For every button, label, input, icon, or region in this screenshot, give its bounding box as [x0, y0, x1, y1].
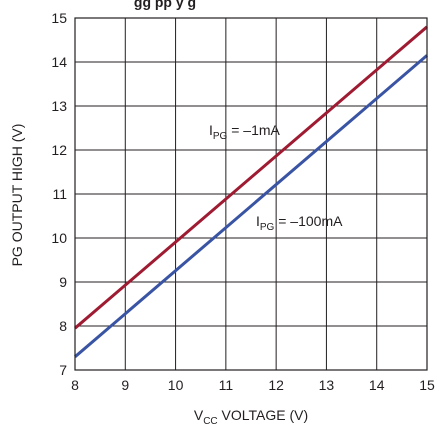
series-label-100ma-sub: PG	[260, 222, 275, 233]
y-tick-label: 9	[59, 274, 67, 290]
y-tick-labels: 7 8 9 10 11 12 13 14 15	[51, 10, 67, 378]
y-tick-label: 14	[51, 54, 67, 70]
x-axis-label: VCC VOLTAGE (V)	[194, 407, 308, 427]
series-label-100ma: IPG = –100mA	[256, 213, 343, 233]
y-tick-label: 13	[51, 98, 67, 114]
series-label-100ma-rest: = –100mA	[274, 213, 343, 229]
series-line-1	[74, 25, 428, 330]
series-label-1ma: IPG = –1mA	[209, 122, 281, 142]
series-label-1ma-sub: PG	[213, 131, 228, 142]
plot-frame	[74, 17, 428, 371]
y-tick-label: 8	[59, 318, 67, 334]
x-axis-label-main: V	[194, 407, 204, 423]
chart-title: gg pp y g	[134, 0, 196, 10]
series-label-1ma-main: I	[209, 122, 213, 138]
chart-title-group: gg pp y g	[134, 0, 196, 10]
grid	[75, 18, 427, 370]
x-tick-label: 8	[71, 377, 79, 393]
x-tick-label: 10	[168, 377, 184, 393]
x-axis-label-sub: CC	[203, 416, 217, 427]
x-tick-label: 9	[121, 377, 129, 393]
series-label-1ma-rest: = –1mA	[227, 122, 280, 138]
x-tick-label: 11	[219, 377, 234, 393]
x-tick-label: 12	[268, 377, 284, 393]
x-axis-label-rest: VOLTAGE (V)	[218, 407, 309, 423]
x-tick-label: 15	[419, 377, 435, 393]
y-tick-label: 11	[52, 186, 67, 202]
y-tick-label: 12	[51, 142, 67, 158]
y-tick-label: 7	[59, 362, 67, 378]
x-tick-label: 13	[319, 377, 335, 393]
series-label-100ma-main: I	[256, 213, 260, 229]
y-tick-label: 10	[51, 230, 67, 246]
series-lines	[74, 25, 428, 358]
y-tick-label: 15	[51, 10, 67, 26]
x-tick-labels: 8 9 10 11 12 13 14 15	[71, 377, 435, 393]
x-tick-label: 14	[369, 377, 385, 393]
y-axis-label: PG OUTPUT HIGH (V)	[9, 124, 25, 267]
series-line-2	[74, 54, 428, 358]
